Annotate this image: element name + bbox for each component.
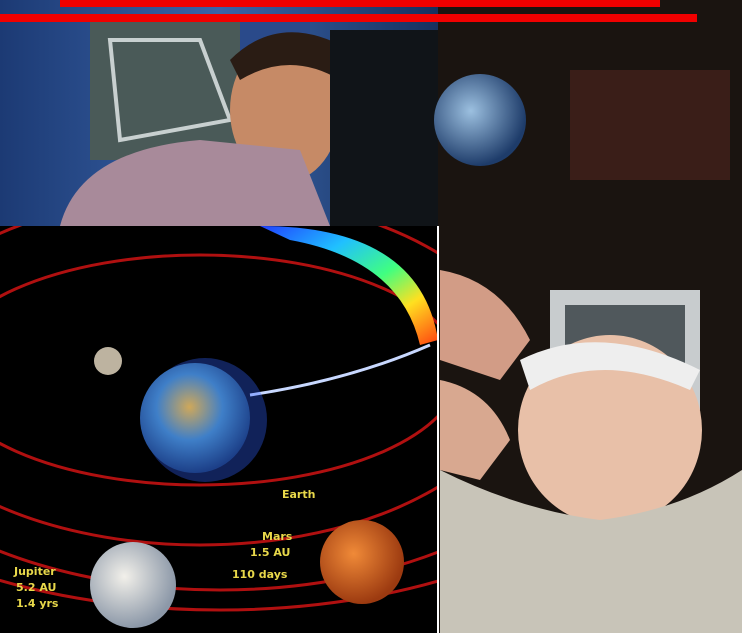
photo-old-man: [434, 0, 742, 633]
mars: [320, 520, 404, 604]
earth-label: Earth: [282, 488, 315, 501]
jupiter-distance: 5.2 AU: [16, 581, 56, 594]
page: Earth Mars 1.5 AU 110 days Jupiter 5.2 A…: [0, 0, 742, 633]
earth: [140, 363, 250, 473]
jupiter-label: Jupiter: [13, 565, 56, 578]
moon: [94, 347, 122, 375]
collage: Earth Mars 1.5 AU 110 days Jupiter 5.2 A…: [0, 0, 742, 633]
photo-man: [0, 0, 438, 226]
globe-poster: [434, 74, 526, 166]
mars-distance: 1.5 AU: [250, 546, 290, 559]
jupiter-period: 1.4 yrs: [16, 597, 59, 610]
mars-label: Mars: [262, 530, 293, 543]
mars-period: 110 days: [232, 568, 288, 581]
jupiter: [90, 542, 176, 628]
